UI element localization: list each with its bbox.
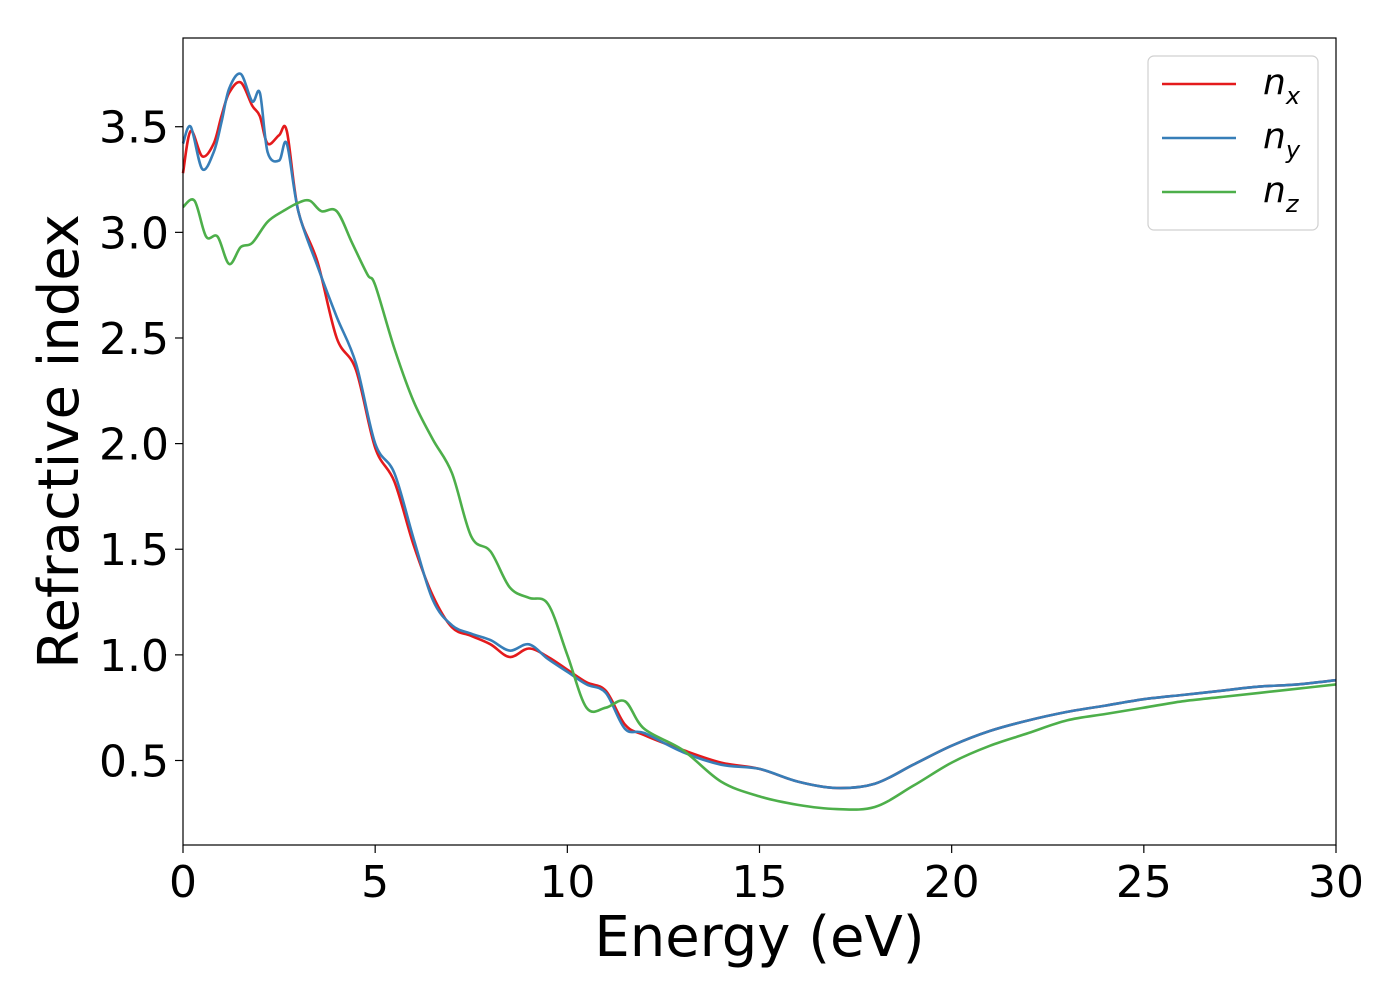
series-line-nz [182, 198, 1337, 811]
legend-box [1147, 55, 1319, 231]
legend-label-base: n [1263, 116, 1286, 157]
legend-label-subscript: x [1285, 82, 1301, 110]
legend-label-subscript: y [1285, 136, 1301, 164]
legend-label-subscript: z [1285, 190, 1300, 218]
y-tick-label: 1.5 [99, 525, 169, 576]
y-tick-label: 2.0 [99, 420, 169, 471]
x-axis-label: Energy (eV) [594, 905, 924, 970]
x-tick-label: 30 [1308, 857, 1364, 908]
y-tick-label: 2.5 [99, 314, 169, 365]
series-line-ny [181, 72, 1337, 790]
y-axis-ticks: 0.5 1.0 1.5 2.0 2.5 3.0 3.5 [99, 103, 183, 787]
y-tick-label: 3.5 [99, 103, 169, 154]
y-tick-label: 0.5 [99, 736, 169, 787]
legend-label-nz: nz [1263, 170, 1300, 218]
legend-label-base: n [1263, 62, 1286, 103]
legend-label-base: n [1263, 170, 1286, 211]
x-tick-label: 15 [732, 857, 788, 908]
legend-label-nx: nx [1263, 62, 1301, 110]
x-tick-label: 20 [924, 857, 980, 908]
x-tick-label: 10 [539, 857, 595, 908]
y-tick-label: 3.0 [99, 208, 169, 259]
x-tick-label: 25 [1116, 857, 1172, 908]
x-tick-label: 0 [169, 857, 197, 908]
y-axis-label: Refractive index [27, 214, 92, 669]
x-axis-ticks: 0 5 10 15 20 25 30 [169, 845, 1364, 908]
legend-label-ny: ny [1263, 116, 1301, 164]
y-tick-label: 1.0 [99, 631, 169, 682]
x-tick-label: 5 [361, 857, 389, 908]
plot-lines [181, 72, 1337, 811]
